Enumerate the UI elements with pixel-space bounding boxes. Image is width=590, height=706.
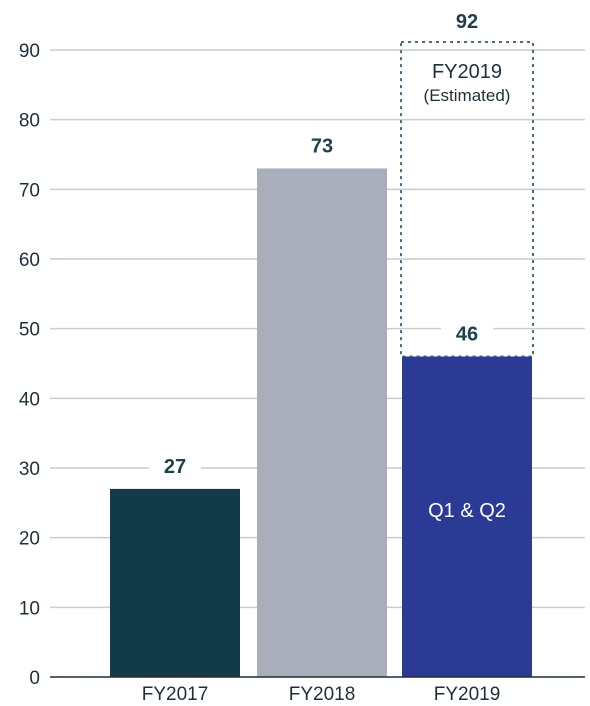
in-bar-label: Q1 & Q2 bbox=[428, 500, 506, 522]
y-tick-label: 40 bbox=[19, 389, 40, 410]
value-label-bg bbox=[296, 132, 348, 161]
y-tick-label: 60 bbox=[19, 250, 40, 271]
y-tick-label: 50 bbox=[19, 320, 40, 341]
y-tick-label: 90 bbox=[19, 41, 40, 62]
y-tick-label: 80 bbox=[19, 111, 40, 132]
estimate-value-label: 92 bbox=[456, 11, 478, 33]
bar-fy2018 bbox=[257, 168, 387, 677]
y-tick-label: 30 bbox=[19, 459, 40, 480]
value-label-bg bbox=[441, 320, 493, 349]
value-label: 46 bbox=[456, 324, 478, 346]
y-tick-label: 20 bbox=[19, 529, 40, 550]
value-labels: 27 73 46 bbox=[149, 132, 493, 481]
estimate-box-group: FY2019 (Estimated) 92 bbox=[400, 11, 534, 358]
x-category-label: FY2018 bbox=[289, 684, 356, 705]
value-label-bg bbox=[149, 452, 201, 481]
estimate-label-line1: FY2019 bbox=[432, 61, 502, 83]
value-label: 73 bbox=[311, 135, 333, 157]
bars bbox=[110, 168, 532, 677]
y-tick-label: 10 bbox=[19, 598, 40, 619]
value-label: 27 bbox=[164, 456, 186, 478]
x-category-label: FY2017 bbox=[142, 684, 209, 705]
y-tick-label: 0 bbox=[29, 668, 40, 689]
bar-fy2017 bbox=[110, 488, 240, 677]
y-tick-label: 70 bbox=[19, 180, 40, 201]
bar-fy2019 bbox=[402, 356, 532, 677]
estimate-label-line2: (Estimated) bbox=[424, 86, 511, 105]
x-axis-category-labels: FY2017 FY2018 FY2019 bbox=[142, 684, 501, 705]
x-category-label: FY2019 bbox=[434, 684, 501, 705]
y-axis-tick-labels: 0 10 20 30 40 50 60 70 80 90 bbox=[19, 41, 40, 689]
